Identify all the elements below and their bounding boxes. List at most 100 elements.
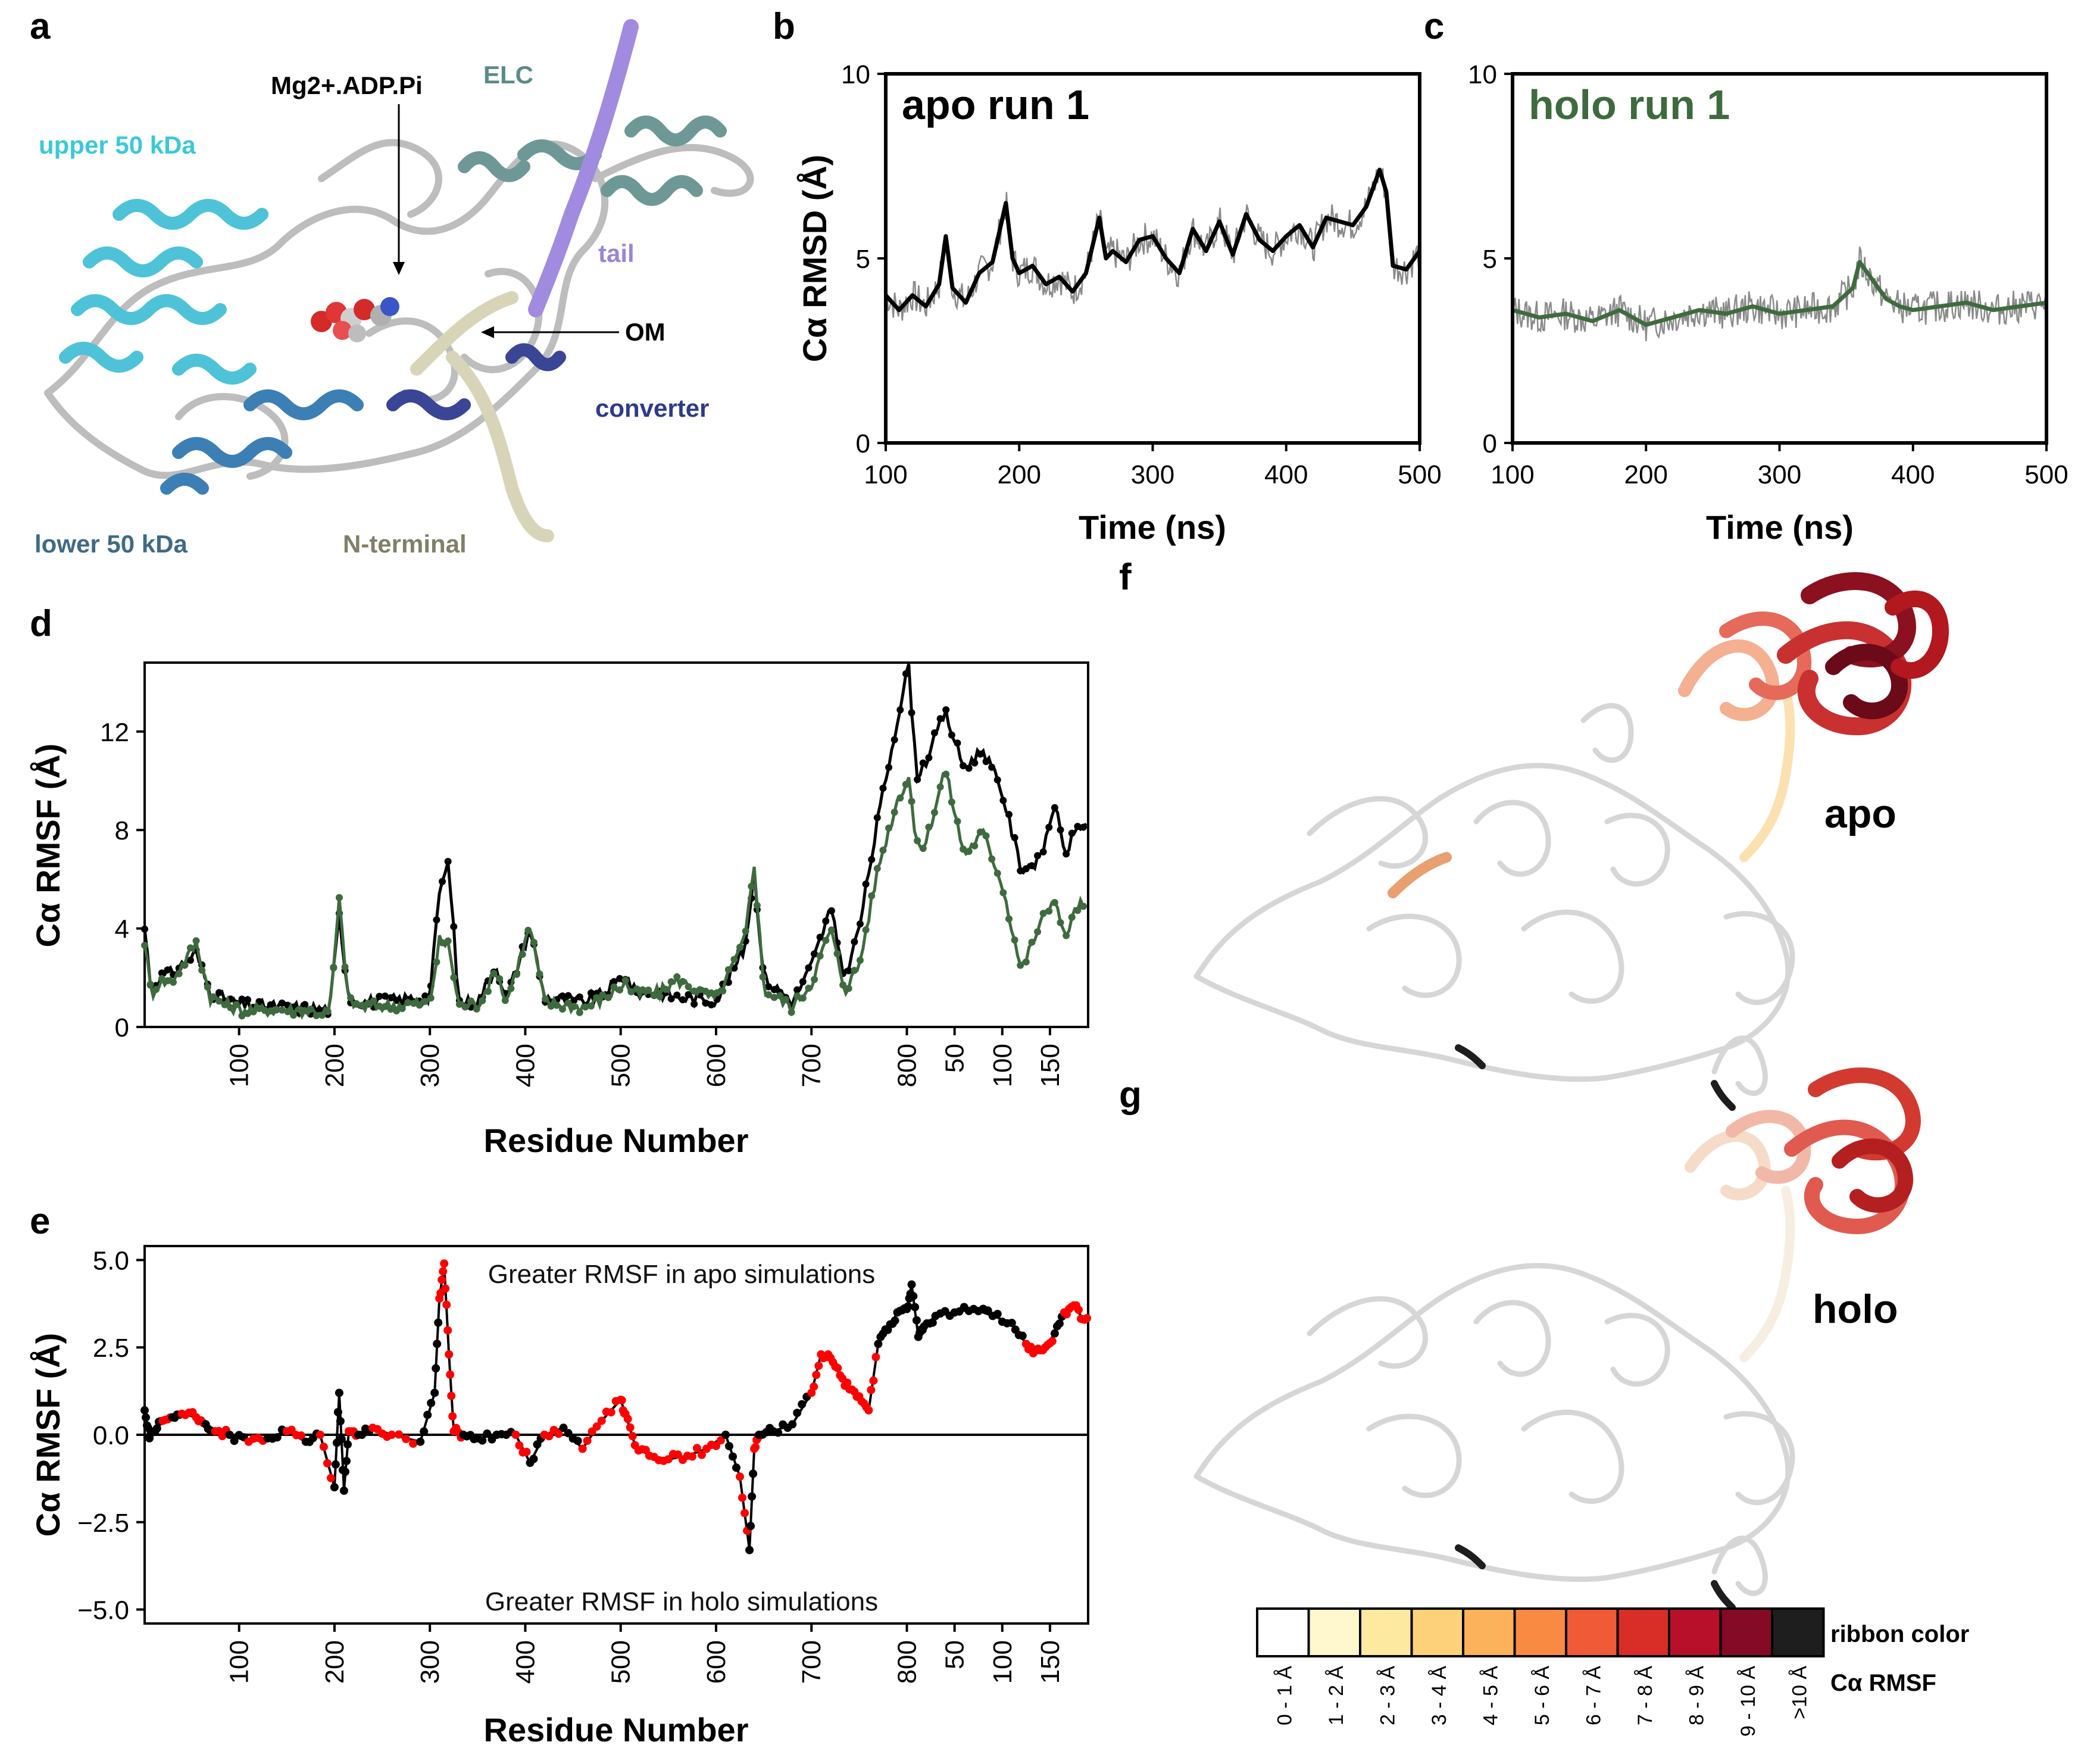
- x-tick-label: 400: [1891, 460, 1935, 489]
- rmsf-point-holo: [713, 989, 721, 997]
- difference-point: [712, 1441, 720, 1450]
- rmsf-point-holo: [610, 983, 618, 991]
- rmsf-point-apo: [267, 1001, 274, 1009]
- rmsf-point-apo: [873, 814, 881, 822]
- rmsf-point-holo: [856, 957, 864, 964]
- tail-helix: [528, 19, 639, 317]
- rmsf-point-apo: [936, 715, 944, 723]
- rmsf-point-holo: [971, 842, 979, 850]
- rmsf-point-holo: [645, 986, 652, 994]
- rmsf-point-apo: [999, 797, 1007, 804]
- rmsf-point-apo: [988, 763, 996, 771]
- rmsf-point-holo: [851, 966, 858, 974]
- rmsf-point-holo: [742, 928, 749, 935]
- rmsf-point-holo: [513, 970, 521, 978]
- rmsf-point-apo: [902, 670, 910, 677]
- rmsf-point-apo: [702, 999, 710, 1007]
- rmsf-point-apo: [1068, 829, 1076, 837]
- rmsf-point-holo: [811, 976, 818, 984]
- colorbar-cell: [1256, 1607, 1310, 1657]
- rmsf-point-apo: [1005, 811, 1013, 819]
- rmsf-point-holo: [908, 798, 915, 805]
- structure-illustration-a: Mg2+.ADP.Pi ELC upper 50 kDa tail OM con…: [35, 19, 754, 558]
- difference-point: [442, 1300, 451, 1309]
- rmsf-point-apo: [890, 736, 898, 744]
- lower-50kda-helices: [160, 389, 364, 495]
- x-tick-label: 700: [797, 1640, 826, 1684]
- difference-point: [592, 1422, 601, 1431]
- difference-point: [420, 1427, 429, 1436]
- rmsf-point-holo: [782, 995, 789, 1003]
- rmsf-point-holo: [301, 1007, 309, 1014]
- rmsf-point-apo: [238, 995, 246, 1003]
- difference-point: [912, 1316, 921, 1325]
- difference-point: [745, 1546, 754, 1554]
- difference-point: [928, 1318, 937, 1327]
- rmsf-point-holo: [249, 1008, 257, 1016]
- difference-point: [578, 1444, 587, 1453]
- rmsf-point-holo: [170, 978, 177, 986]
- rmsf-point-apo: [690, 1000, 698, 1008]
- rmsf-line-apo: [143, 663, 1088, 1019]
- x-tick-label: 300: [1758, 460, 1801, 489]
- rmsf-point-apo: [954, 739, 961, 747]
- difference-point: [445, 1350, 454, 1359]
- difference-point: [864, 1406, 873, 1415]
- difference-point: [416, 1437, 425, 1446]
- rmsf-point-apo: [381, 992, 389, 1000]
- difference-point: [336, 1417, 345, 1426]
- difference-point: [867, 1385, 876, 1394]
- rmsf-point-holo: [553, 1001, 561, 1009]
- rmsf-point-apo: [845, 967, 852, 975]
- rmsf-point-apo: [450, 923, 458, 931]
- difference-point: [1074, 1306, 1083, 1315]
- y-axis-label: Cα RMSF (Å): [29, 744, 67, 947]
- x-tick-label: 400: [511, 1640, 540, 1684]
- y-tick-label: 0: [1483, 429, 1497, 458]
- x-tick-label: 500: [1398, 460, 1441, 489]
- rmsf-point-apo: [576, 993, 583, 1001]
- rmsf-point-holo: [518, 951, 526, 959]
- rmsd-apo-chart: apo run 1 100 200 300 400 500 0 5 10 Time (ns)…: [796, 60, 1442, 546]
- rmsf-point-holo: [976, 828, 984, 836]
- difference-point: [342, 1457, 351, 1466]
- rmsf-point-apo: [1022, 865, 1030, 873]
- difference-point: [833, 1363, 842, 1372]
- rmsf-point-holo: [593, 994, 601, 1001]
- rmsf-point-holo: [307, 1006, 314, 1013]
- x-tick-label: 500: [607, 1640, 636, 1684]
- y-tick-label: 0: [856, 429, 870, 458]
- om-label: OM: [625, 318, 665, 346]
- x-tick-label: 200: [998, 460, 1041, 489]
- rmsf-point-apo: [965, 764, 973, 772]
- x-tick-label: 100: [1491, 460, 1534, 489]
- rmsf-point-holo: [547, 1003, 555, 1010]
- rmsf-point-holo: [267, 1007, 274, 1015]
- rmsf-point-holo: [461, 1003, 469, 1011]
- rmsf-point-apo: [765, 983, 773, 991]
- rmsf-point-holo: [759, 973, 767, 981]
- x-ticks: 100 200 300 400 500 600 700 800 50 100 150: [225, 1623, 1065, 1684]
- lower-50kda-label: lower 50 kDa: [35, 530, 188, 558]
- colorbar-subtitle: Cα RMSF: [1830, 1670, 1936, 1696]
- difference-point: [433, 1340, 442, 1348]
- rmsf-point-holo: [588, 1002, 595, 1010]
- x-tick-label: 700: [797, 1044, 826, 1087]
- rmsf-point-holo: [702, 987, 710, 995]
- difference-point: [814, 1362, 823, 1370]
- rmsf-point-holo: [1028, 938, 1036, 946]
- rmsf-point-holo: [627, 988, 635, 995]
- x-axis-label: Time (ns): [1706, 508, 1854, 546]
- difference-point: [545, 1432, 554, 1441]
- rmsf-point-holo: [902, 780, 910, 788]
- difference-point: [554, 1429, 563, 1438]
- rmsf-point-apo: [851, 938, 858, 945]
- panel-label-f: f: [1119, 557, 1132, 598]
- rmsf-point-apo: [1034, 852, 1042, 860]
- difference-point: [515, 1441, 524, 1450]
- rmsf-point-holo: [496, 975, 504, 983]
- ribbon-structure-apo: apo: [1193, 572, 1949, 1111]
- x-tick-label: 300: [415, 1640, 445, 1684]
- difference-point: [788, 1420, 797, 1429]
- rmsf-point-holo: [450, 973, 458, 981]
